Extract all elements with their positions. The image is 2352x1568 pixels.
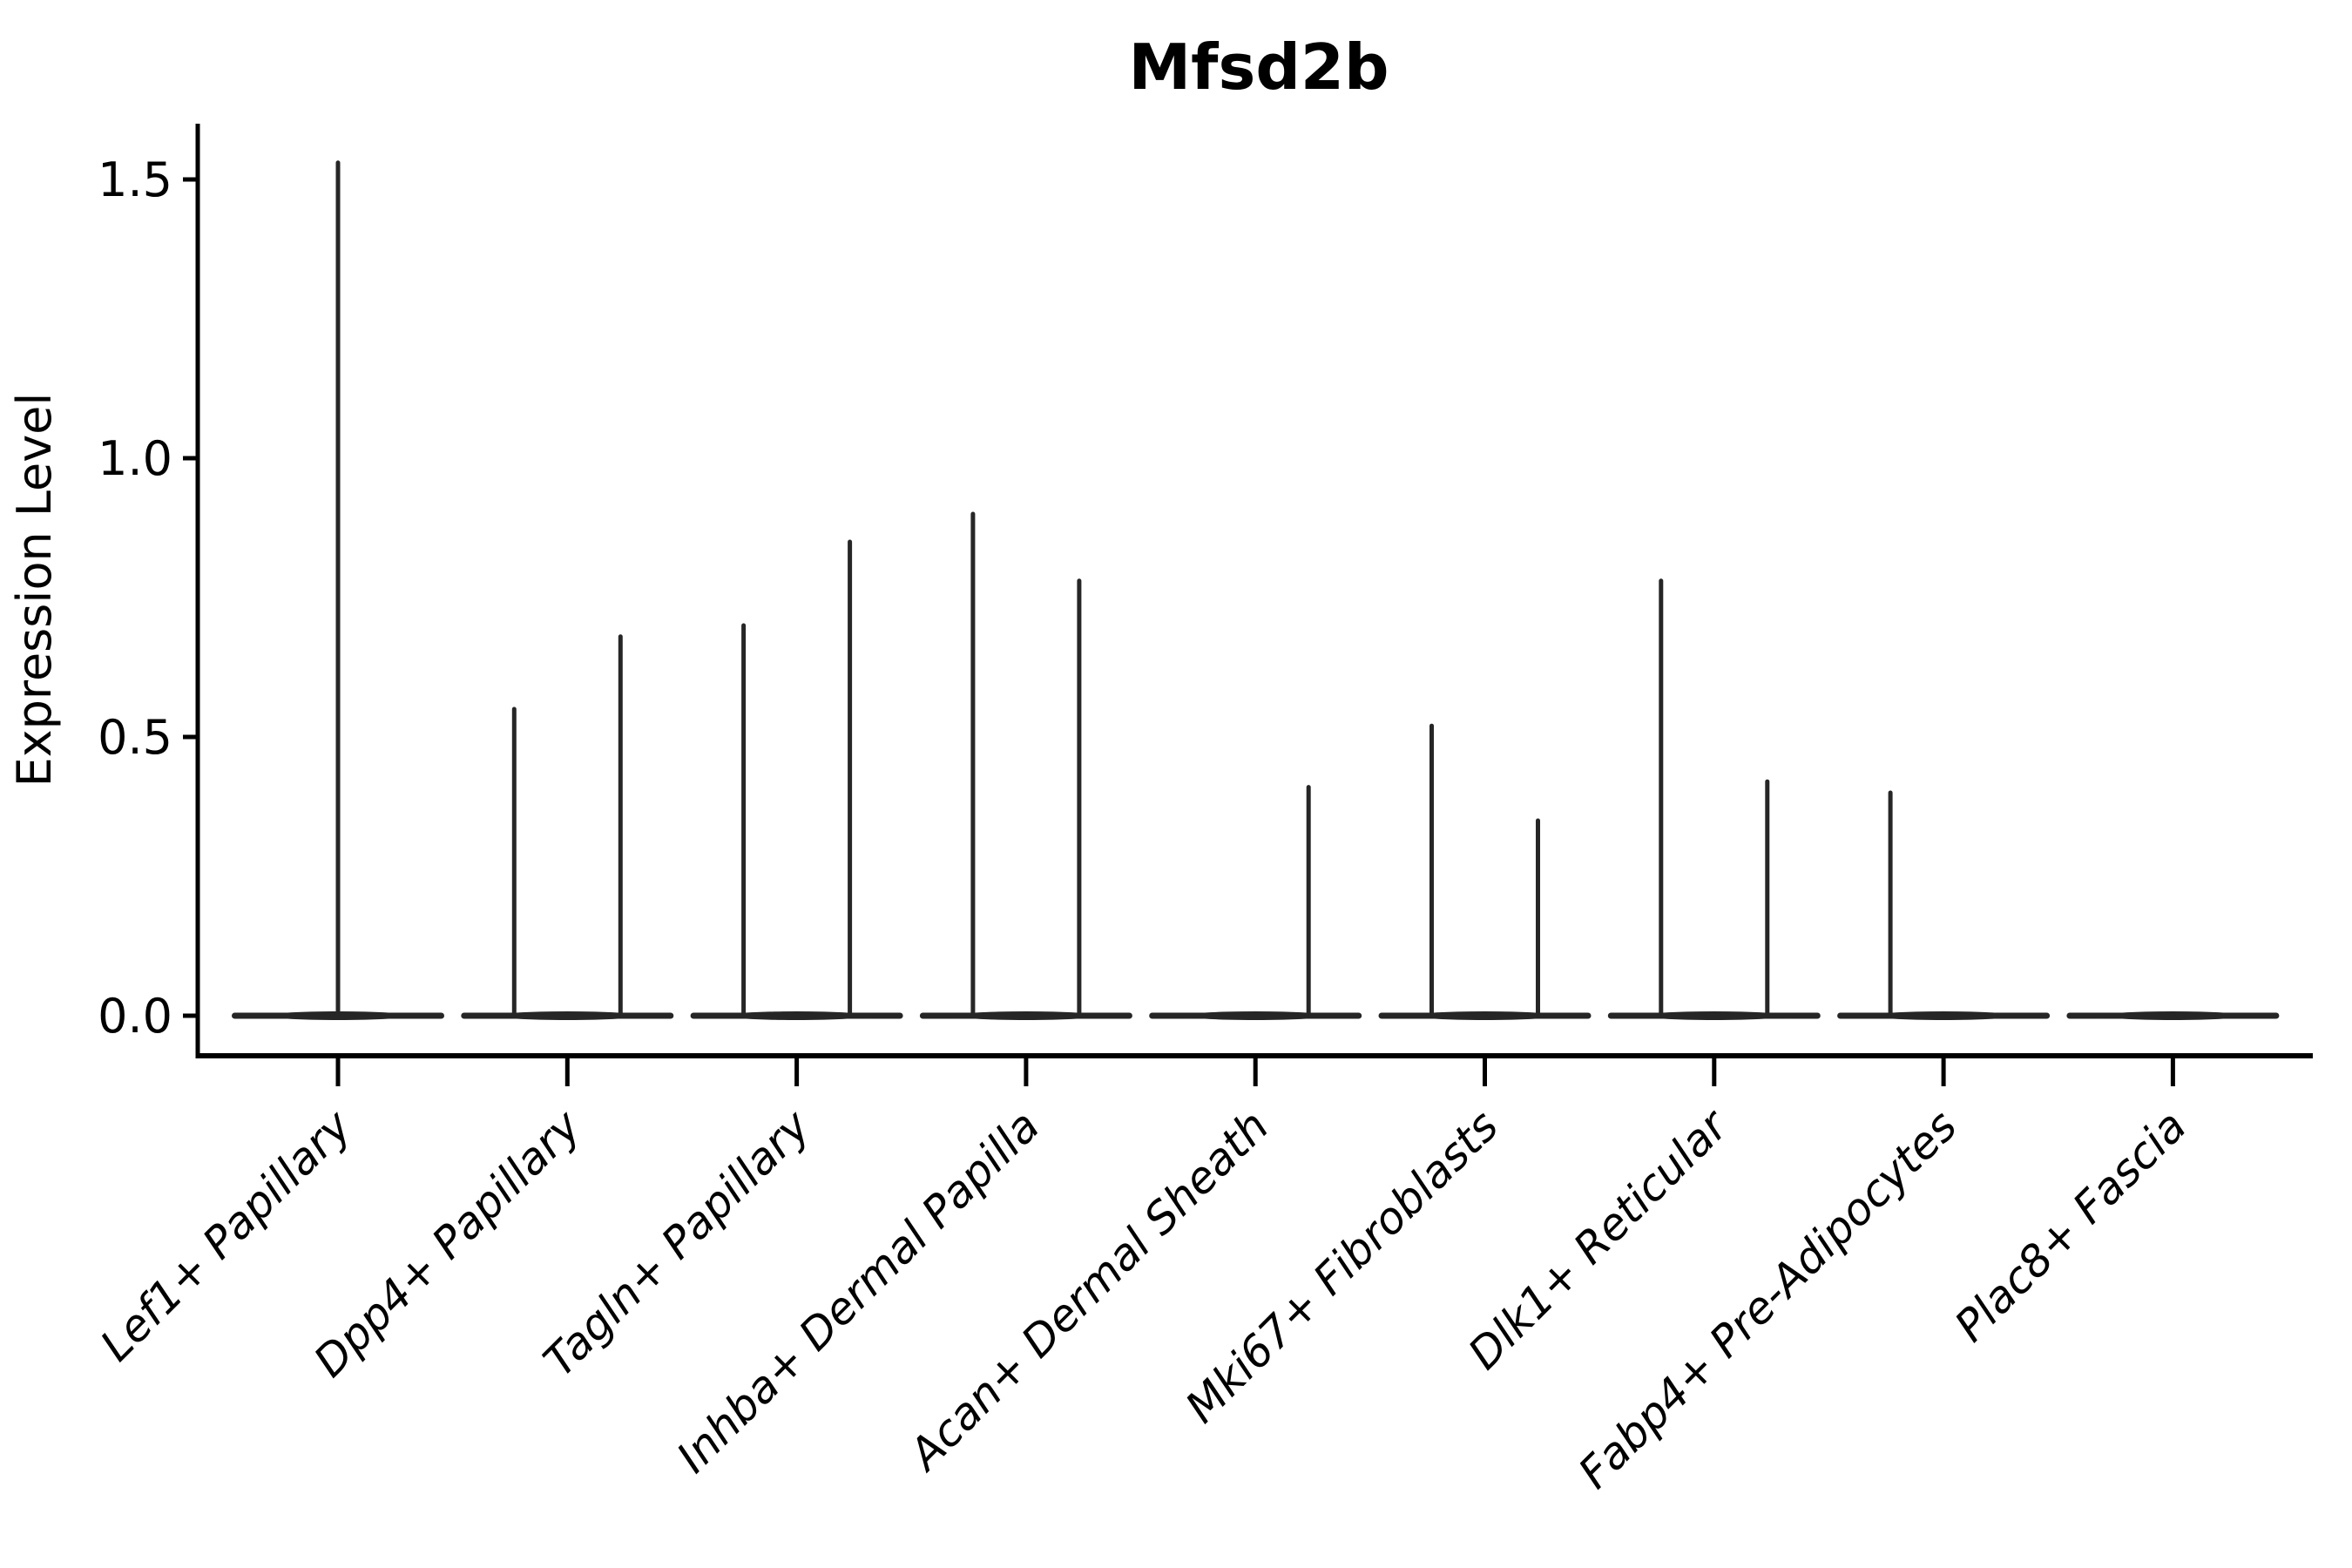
axes (195, 124, 2313, 1058)
chart-title: Mfsd2b (1128, 30, 1389, 104)
violin (690, 539, 903, 1020)
violin-base-bulge (1184, 1011, 1328, 1020)
x-tick-label: Inhba+ Dermal Papilla (667, 1100, 1049, 1482)
y-axis-title: Expression Level (7, 393, 62, 787)
violin-base-bulge (2101, 1011, 2245, 1020)
x-tick-label: Fabp4+ Pre-Adipocytes (1569, 1100, 1967, 1498)
violin (1607, 578, 1821, 1020)
x-tick-label: Acan+ Dermal Sheath (898, 1100, 1279, 1481)
violin (461, 634, 674, 1020)
violins (232, 160, 2280, 1020)
violin-base-bulge (954, 1011, 1098, 1020)
x-tick-label: Plac8+ Fascia (1945, 1100, 2196, 1351)
violin-base-bulge (1642, 1011, 1786, 1020)
violin (1837, 790, 2051, 1020)
violin (1378, 723, 1592, 1020)
violin-base-bulge (496, 1011, 639, 1020)
x-tick-label: Lef1+ Papillary (91, 1099, 362, 1370)
y-tick-label: 0.0 (98, 989, 172, 1044)
y-axis-ticks: 0.0 0.5 1.0 1.5 (98, 152, 198, 1044)
violin-base-bulge (725, 1011, 868, 1020)
violin (919, 511, 1132, 1020)
violin (2066, 1011, 2280, 1020)
y-tick-label: 1.5 (98, 152, 172, 207)
y-tick-label: 1.0 (98, 431, 172, 486)
violin-base-bulge (1872, 1011, 2016, 1020)
y-tick-label: 0.5 (98, 710, 172, 765)
violin (232, 160, 444, 1020)
violin (1149, 785, 1362, 1020)
violin-base-bulge (1413, 1011, 1557, 1020)
